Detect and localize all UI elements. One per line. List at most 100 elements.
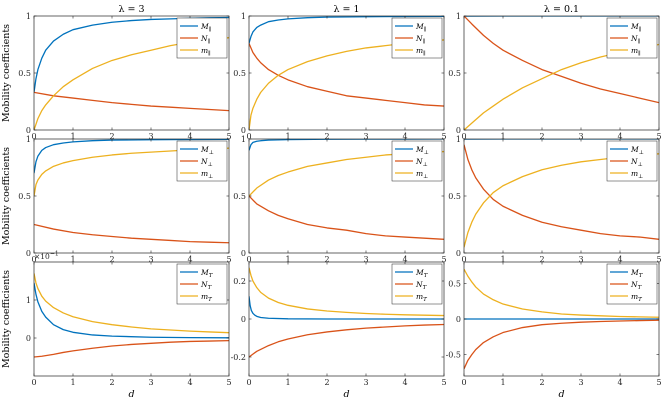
x-tick-label: 1 xyxy=(70,378,75,387)
legend-entry: N∥ xyxy=(415,34,425,45)
legend-box xyxy=(176,263,228,305)
y-tick-label: 0.5 xyxy=(18,192,31,201)
legend-entry: mT xyxy=(416,292,427,303)
legend-box xyxy=(391,17,443,59)
x-tick-label: 5 xyxy=(226,132,231,141)
series-line-M_T xyxy=(34,282,229,339)
x-tick-label: 1 xyxy=(70,255,75,264)
subplot-r1-c1: 0 1 2 3 4 500.51M⊥N⊥m⊥ xyxy=(233,135,446,264)
x-tick-label: 3 xyxy=(578,255,583,264)
legend-entry: MT xyxy=(200,268,213,279)
y-tick-label: 0 xyxy=(26,249,31,258)
subplot-title: λ = 3 xyxy=(118,4,144,15)
subplot-r0-c1: 0 1 2 3 4 500.51λ = 1M∥N∥m∥ xyxy=(233,4,446,141)
y-tick-label: 1 xyxy=(26,12,31,21)
legend-entry: m∥ xyxy=(631,46,641,57)
y-tick-label: -0.2 xyxy=(231,353,246,362)
x-tick-label: 5 xyxy=(441,378,446,387)
x-tick-label: 4 xyxy=(617,378,622,387)
y-tick-label: 0 xyxy=(241,249,246,258)
x-tick-label: 2 xyxy=(539,378,544,387)
legend-entry: M∥ xyxy=(415,22,426,33)
subplot-title: λ = 0.1 xyxy=(544,4,579,15)
x-tick-label: 3 xyxy=(363,378,368,387)
x-tick-label: 2 xyxy=(324,378,329,387)
legend-entry: N∥ xyxy=(630,34,640,45)
y-tick-label: 0 xyxy=(26,126,31,135)
x-tick-label: 4 xyxy=(402,255,407,264)
legend-entry: mT xyxy=(631,292,642,303)
x-tick-label: 0 xyxy=(246,255,251,264)
legend-entry: NT xyxy=(630,280,642,291)
x-tick-label: 1 xyxy=(500,255,505,264)
legend-entry: m∥ xyxy=(416,46,426,57)
legend: M⊥N⊥m⊥ xyxy=(391,140,443,182)
x-tick-label: 2 xyxy=(109,132,114,141)
x-tick-label: 2 xyxy=(109,255,114,264)
y-tick-label: 0 xyxy=(241,315,246,324)
axes-box xyxy=(248,261,445,377)
axes-box xyxy=(33,261,230,377)
y-tick-label: 0.5 xyxy=(448,279,461,288)
legend-entry: M⊥ xyxy=(200,145,214,156)
x-tick-label: 4 xyxy=(187,255,192,264)
x-tick-label: 4 xyxy=(617,132,622,141)
x-tick-label: 3 xyxy=(578,378,583,387)
x-tick-label: 1 xyxy=(285,378,290,387)
legend: M∥N∥m∥ xyxy=(176,17,228,59)
y-axis-label: Mobility coefficients xyxy=(1,270,12,368)
x-tick-label: 3 xyxy=(363,255,368,264)
series-layer xyxy=(464,268,659,370)
x-tick-label: 2 xyxy=(539,255,544,264)
legend: M∥N∥m∥ xyxy=(391,17,443,59)
legend-entry: mT xyxy=(201,292,212,303)
y-tick-label: 0.5 xyxy=(448,69,461,78)
subplot-r1-c2: 0 1 2 3 4 500.51M⊥N⊥m⊥ xyxy=(448,135,661,264)
y-tick-label: 0 xyxy=(241,126,246,135)
series-layer xyxy=(34,273,229,358)
series-line-m_T xyxy=(34,273,229,334)
x-tick-label: 3 xyxy=(148,255,153,264)
y-exponent-label: ×10−1 xyxy=(34,251,59,262)
axes-box xyxy=(463,261,660,377)
y-tick-label: 0.5 xyxy=(233,69,246,78)
x-tick-label: 3 xyxy=(148,378,153,387)
x-tick-label: 0 xyxy=(461,255,466,264)
x-tick-label: 0 xyxy=(246,378,251,387)
x-tick-label: 0 xyxy=(246,132,251,141)
x-tick-label: 5 xyxy=(441,132,446,141)
legend-entry: N∥ xyxy=(200,34,210,45)
legend-entry: M∥ xyxy=(200,22,211,33)
y-tick-label: 0 xyxy=(456,315,461,324)
x-tick-label: 5 xyxy=(441,255,446,264)
legend: M⊥N⊥m⊥ xyxy=(606,140,658,182)
axes-box xyxy=(33,138,230,254)
series-line-m_T xyxy=(464,268,659,318)
legend-entry: MT xyxy=(415,268,428,279)
y-tick-label: 0.5 xyxy=(233,192,246,201)
x-tick-label: 2 xyxy=(539,132,544,141)
y-axis-label: Mobility coefficients xyxy=(1,147,12,245)
x-tick-label: 4 xyxy=(402,132,407,141)
x-tick-label: 0 xyxy=(31,378,36,387)
axes-box xyxy=(463,138,660,254)
x-tick-label: 1 xyxy=(285,132,290,141)
series-line-N_∥ xyxy=(34,91,229,112)
axes-box xyxy=(463,15,660,131)
series-line-N_⊥ xyxy=(34,223,229,244)
series-line-N_T xyxy=(249,323,444,358)
x-tick-label: 4 xyxy=(402,378,407,387)
x-tick-label: 0 xyxy=(31,132,36,141)
x-tick-label: 4 xyxy=(187,132,192,141)
x-tick-label: 4 xyxy=(187,378,192,387)
y-tick-label: 0.5 xyxy=(448,192,461,201)
x-axis-label: d xyxy=(343,389,349,400)
x-axis-label: d xyxy=(558,389,564,400)
series-layer xyxy=(249,267,444,358)
x-tick-label: 3 xyxy=(148,132,153,141)
